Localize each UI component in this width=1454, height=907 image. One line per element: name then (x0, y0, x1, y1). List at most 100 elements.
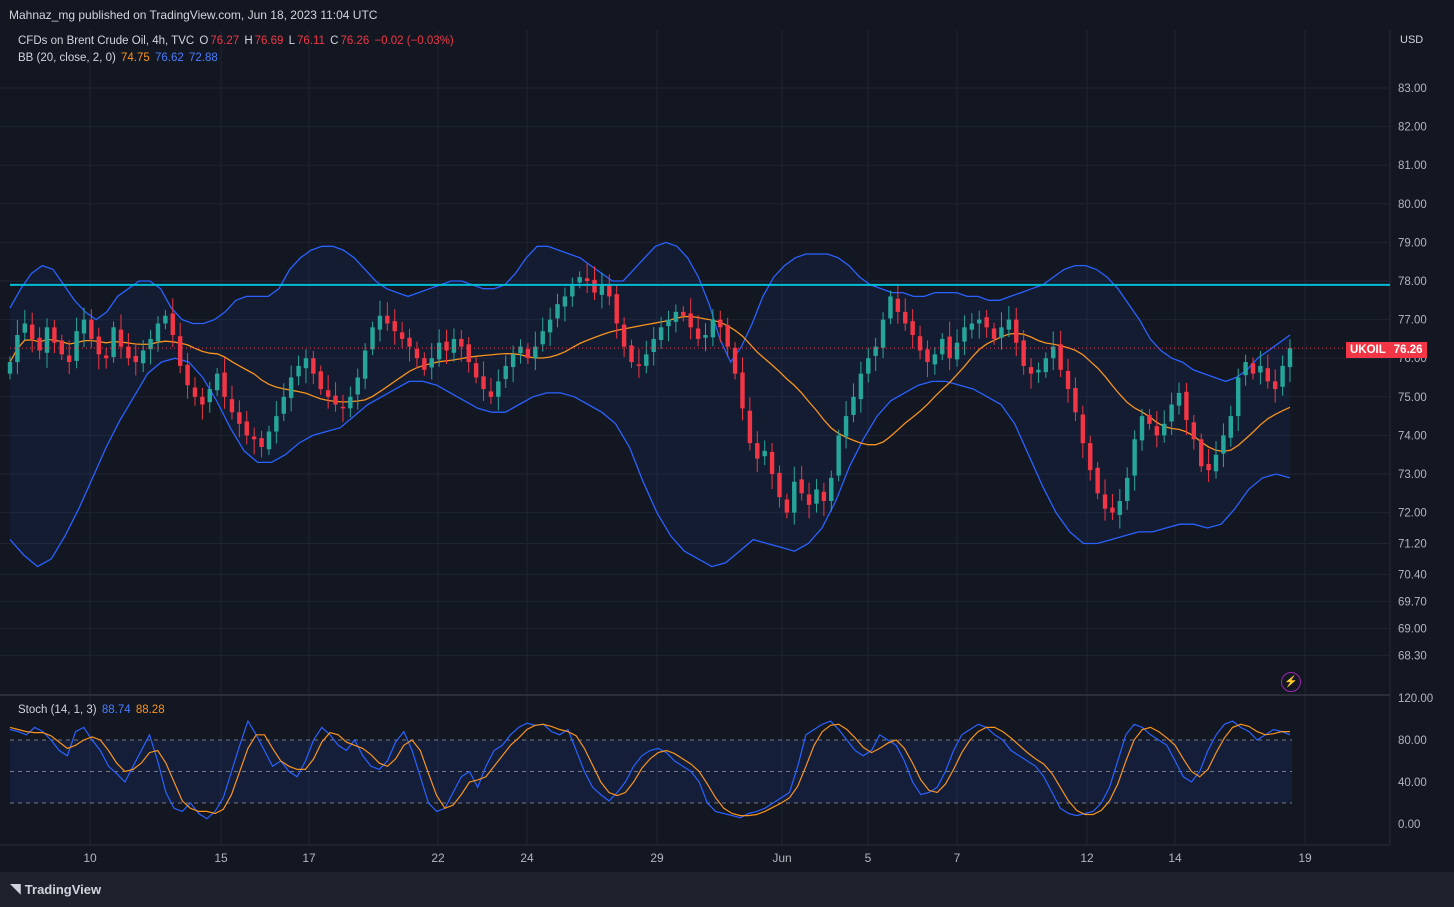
bb-basis-line (9, 315, 1291, 453)
stoch-label: Stoch (14, 1, 3) (18, 704, 97, 716)
candle-body-9 (74, 331, 79, 361)
price-chart[interactable]: 83.0082.0081.0080.0079.0078.0077.0076.00… (0, 0, 1454, 872)
candle-body-134 (999, 327, 1004, 338)
candle-body-58 (436, 342, 442, 360)
candle-body-25 (192, 387, 198, 397)
price-axis[interactable]: 83.0082.0081.0080.0079.0078.0077.0076.00… (1398, 83, 1433, 831)
bb-label: BB (20, close, 2, 0) (18, 52, 116, 64)
candle-body-24 (185, 364, 190, 386)
bb-upper-line (9, 241, 1291, 383)
price-tick-11: 72.00 (1398, 508, 1427, 520)
candle-body-87 (651, 338, 656, 353)
bb-mid-value: 74.75 (121, 52, 150, 64)
candle-body-8 (66, 355, 72, 363)
stoch-d-value: 88.28 (135, 704, 165, 716)
candle-body-164 (1221, 435, 1226, 454)
badge-symbol: UKOIL (1346, 342, 1390, 358)
candle-body-131 (977, 319, 982, 324)
candle-body-59 (444, 341, 449, 351)
price-tick-8: 75.00 (1398, 392, 1427, 404)
candle-body-124 (925, 349, 930, 363)
candle-body-84 (629, 345, 634, 363)
candle-body-92 (688, 313, 693, 328)
price-tick-12: 71.20 (1398, 538, 1427, 550)
time-tick-5: 29 (650, 851, 664, 865)
bb-legend[interactable]: BB (20, close, 2, 0) 74.75 76.62 72.88 (18, 52, 220, 64)
candle-body-80 (599, 284, 605, 295)
candle-body-54 (407, 337, 412, 347)
bb-lower-value: 72.88 (188, 52, 218, 64)
candle-body-103 (769, 451, 775, 474)
price-badge: UKOIL 76.26 (1346, 342, 1427, 358)
candle-body-156 (1162, 423, 1167, 436)
candle-body-100 (747, 410, 753, 444)
candle-body-90 (673, 311, 679, 322)
time-tick-0: 10 (83, 851, 97, 865)
candle-body-139 (1036, 369, 1041, 373)
candle-body-117 (873, 346, 878, 356)
time-axis[interactable]: 10 15 17 22 24 29 Jun 5 7 12 14 19 (83, 851, 1312, 865)
high-label: H (244, 35, 253, 47)
candle-body-30 (229, 399, 235, 413)
publisher-info: Mahnaz_mg published on TradingView.com, … (9, 8, 378, 22)
stoch-legend[interactable]: Stoch (14, 1, 3) 88.74 88.28 (18, 704, 167, 716)
candle-body-171 (1272, 381, 1278, 390)
candle-body-18 (140, 350, 146, 364)
low-label: L (288, 35, 296, 47)
candle-body-82 (614, 294, 619, 324)
candle-body-120 (895, 298, 901, 312)
candle-body-149 (1110, 507, 1115, 513)
candle-body-96 (718, 319, 723, 328)
candle-body-148 (1102, 494, 1108, 509)
candle-body-37 (281, 396, 286, 414)
candle-body-0 (7, 362, 13, 374)
symbol-name: CFDs on Brent Crude Oil, 4h, TVC (18, 35, 195, 47)
candle-body-144 (1073, 387, 1078, 413)
candle-body-142 (1058, 344, 1063, 370)
candle-body-31 (237, 412, 242, 424)
price-tick-13: 70.40 (1398, 569, 1427, 581)
candle-body-41 (311, 358, 316, 374)
candle-body-168 (1250, 363, 1256, 374)
candle-body-36 (274, 416, 279, 432)
candle-body-4 (37, 337, 42, 351)
candle-body-137 (1021, 340, 1026, 366)
candle-body-28 (214, 373, 220, 391)
candle-body-114 (851, 396, 856, 415)
candle-body-119 (888, 296, 893, 319)
candle-body-29 (222, 372, 227, 397)
stoch-band (10, 739, 1292, 804)
candle-body-79 (592, 279, 597, 293)
price-tick-3: 80.00 (1398, 199, 1427, 211)
candle-body-46 (348, 396, 353, 409)
time-tick-3: 22 (431, 851, 445, 865)
lightning-icon[interactable]: ⚡ (1281, 672, 1301, 692)
candle-body-1 (15, 335, 20, 363)
candle-body-166 (1235, 377, 1241, 417)
candle-body-13 (103, 355, 109, 359)
candle-body-14 (111, 327, 116, 358)
tradingview-logo[interactable]: ◥ TradingView (10, 881, 101, 897)
candle-body-161 (1199, 439, 1204, 467)
candle-body-113 (843, 416, 849, 437)
candle-body-70 (525, 348, 531, 359)
candle-body-143 (1065, 370, 1071, 390)
candle-body-85 (636, 364, 642, 366)
candle-body-125 (932, 354, 938, 365)
stoch-tick-0: 0.00 (1398, 819, 1420, 831)
candle-body-63 (473, 363, 479, 378)
candle-body-135 (1006, 319, 1012, 330)
candle-body-153 (1139, 416, 1145, 441)
bb-lines (9, 241, 1291, 568)
candle-body-123 (917, 336, 923, 351)
candle-body-69 (518, 346, 523, 354)
candle-body-6 (52, 327, 57, 343)
candle-body-49 (370, 327, 375, 350)
candle-body-26 (200, 396, 205, 405)
bb-upper-value: 76.62 (154, 52, 184, 64)
candle-body-47 (355, 377, 360, 395)
resistance-line[interactable] (10, 283, 1390, 349)
candle-body-94 (703, 335, 708, 338)
brand-name: TradingView (24, 881, 102, 897)
candle-body-33 (251, 436, 257, 440)
